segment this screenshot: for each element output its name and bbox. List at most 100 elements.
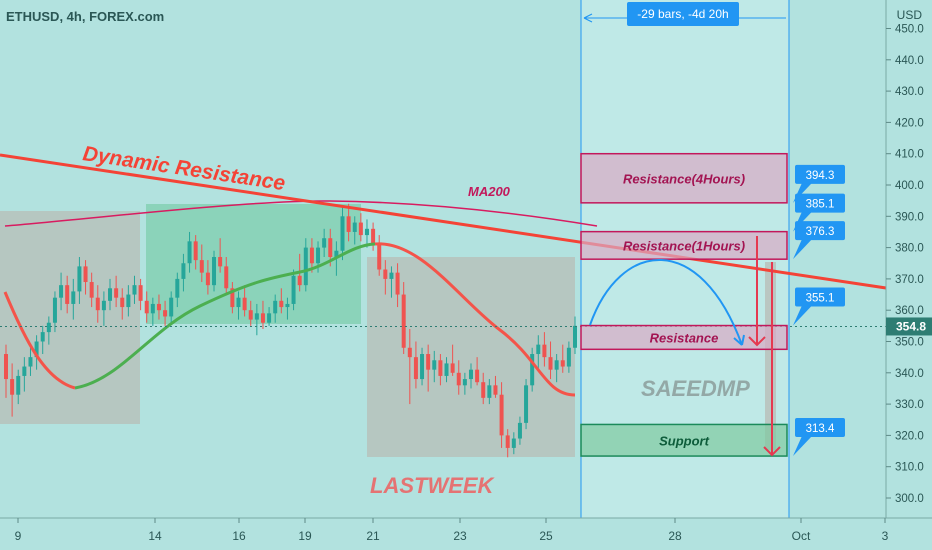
candle-body [205,272,210,286]
time-tick-label: 21 [366,529,380,543]
candle-body [138,285,143,301]
time-axis-ticks: 9 14 16 19 21 23 25 28 Oct 3 [15,518,889,543]
callout-box [795,164,845,184]
candle-body [438,360,443,376]
callout-label: 385.1 [806,199,835,211]
candle-body [481,382,486,398]
price-tick-label: 360.0 [895,305,924,317]
candle-body [395,272,400,295]
price-tick-label: 410.0 [895,149,924,161]
current-price-box [886,317,932,336]
candle-body [413,357,418,380]
red-swing-curve-left [3,291,76,390]
candle-body [499,394,504,436]
candle-body [52,297,57,323]
candle-body [40,332,45,342]
candle-body [420,354,425,380]
candle-body [401,294,406,348]
candle-body [163,310,168,317]
candle-body [199,260,204,273]
candle-body [328,238,333,257]
time-tick-label: 16 [232,529,246,543]
candle-body [462,379,467,386]
zone-label: Resistance(1Hours) [623,238,745,253]
candle-body [456,372,461,386]
zone-box [580,324,788,351]
candle-body [10,379,15,395]
candle-body [267,313,272,323]
candle-body [524,385,529,423]
candle-body [273,300,278,314]
candle-body [279,300,284,308]
gray-box-right [367,257,575,457]
dynamic-resistance-line [0,153,887,290]
red-swing-curve-right [374,242,576,397]
candle-body [554,360,559,370]
candle-body [71,291,76,304]
callout-pointer [793,436,812,457]
price-tick-label: 310.0 [895,462,924,474]
price-tick-label: 320.0 [895,430,924,442]
candle-body [132,285,137,295]
blue-projection-arc [589,259,743,346]
time-tick-label: Oct [792,529,811,543]
candle-body [150,303,155,314]
price-tick-label: 340.0 [895,368,924,380]
candle-body [573,325,577,348]
price-zones: Resistance(4Hours) Resistance(1Hours) Resi… [580,152,788,457]
candle-body [291,275,296,304]
time-tick-label: 25 [539,529,553,543]
ma200-line [4,200,598,227]
candle-body [548,357,553,370]
price-tick-label: 380.0 [895,243,924,255]
zone-label: Support [659,433,709,448]
candle-body [468,369,473,380]
time-tick-label: 14 [148,529,162,543]
current-price-label: 354.8 [896,319,926,333]
candle-body [83,266,88,283]
candle-body [22,366,27,376]
candle-body [358,222,363,236]
candle-body [126,294,131,308]
zone-box [580,152,788,204]
candle-body [340,216,345,251]
candle-body [230,288,235,308]
price-axis[interactable] [886,0,932,518]
time-tick-label: 3 [882,529,889,543]
range-measure-label: -29 bars, -4d 20h [637,7,728,21]
time-tick-label: 23 [453,529,467,543]
time-axis[interactable] [0,518,886,550]
watermark-label: SAEEDMP [641,376,750,401]
candle-body [114,288,119,298]
candle-body [285,303,290,308]
candle-body [34,341,39,358]
time-tick-label: 28 [668,529,682,543]
candle-body [248,310,253,320]
candle-body [65,285,70,304]
candle-body [187,241,192,264]
candle-body [475,369,480,383]
price-tick-label: 400.0 [895,180,924,192]
price-tick-label: 330.0 [895,399,924,411]
candle-body [487,385,492,398]
candle-body [236,297,241,308]
candle-body [322,238,327,248]
candle-body [16,375,21,395]
candle-body [432,360,437,370]
candle-body [364,228,369,236]
price-tick-label: 420.0 [895,117,924,129]
candle-body [28,357,33,367]
candle-body [303,247,308,286]
candle-body [346,216,351,232]
candle-body [144,300,149,314]
last-week-label: LASTWEEK [370,473,496,498]
red-drop-arrowhead-1 [748,336,766,347]
candle-body [108,288,113,301]
callout-label: 355.1 [806,293,835,305]
candle-body [169,297,174,317]
price-axis-unit: USD [897,8,923,22]
price-tick-label: 440.0 [895,55,924,67]
candle-body [377,244,382,270]
callout-label: 313.4 [806,423,835,435]
